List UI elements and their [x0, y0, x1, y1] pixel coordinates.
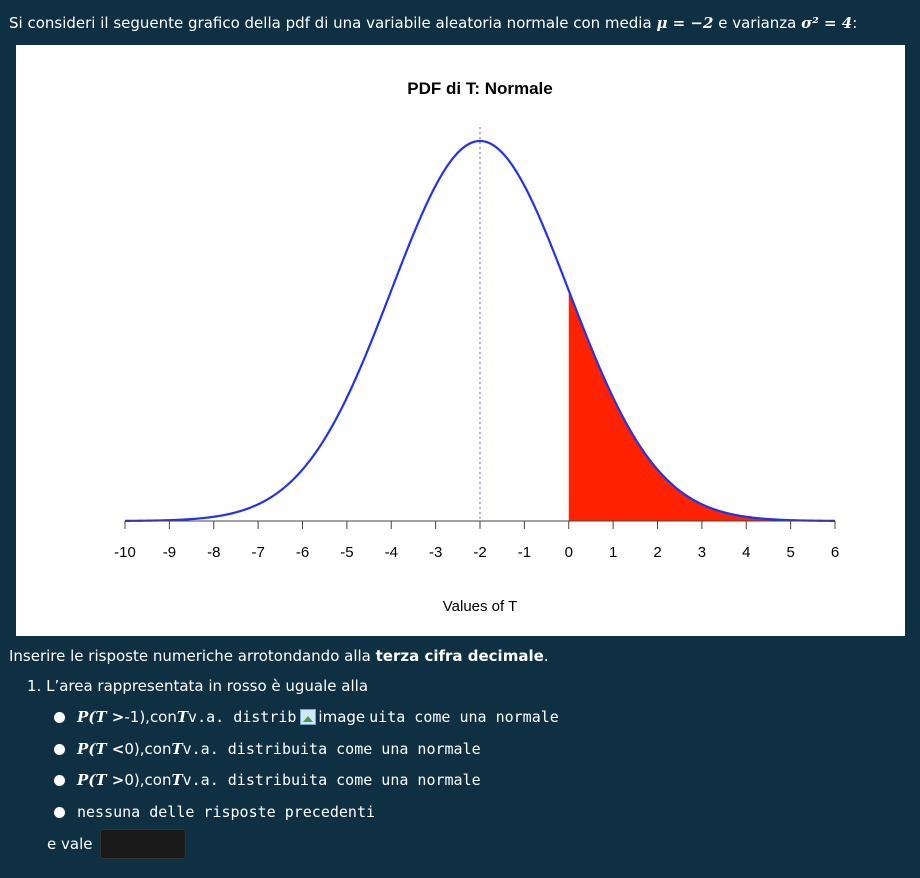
- option-text: ),: [133, 771, 145, 789]
- answer-row: e vale: [47, 829, 187, 859]
- radio-option-1[interactable]: [54, 711, 65, 723]
- option-prob: P(T >: [77, 708, 125, 726]
- option-text: v.a. distribuita come una normale: [182, 771, 481, 789]
- intro-part: e varianza: [713, 14, 802, 32]
- x-tick-label: 5: [786, 544, 794, 561]
- question-text: L’area rappresentata in rosso è uguale a…: [46, 677, 369, 695]
- x-tick-label: 3: [698, 544, 706, 561]
- instructions-emphasis: terza cifra decimale: [375, 647, 544, 665]
- option-text: v.a. distrib: [188, 708, 297, 726]
- broken-image-icon: [300, 709, 317, 725]
- x-tick-label: 1: [609, 544, 617, 561]
- option-var: T: [171, 771, 183, 789]
- intro-part: :: [852, 14, 858, 32]
- answer-label: e vale: [47, 835, 93, 853]
- option-text: uita come una normale: [369, 708, 559, 726]
- option-text: con: [144, 740, 172, 758]
- broken-image: image: [300, 708, 365, 726]
- option-value: 0: [124, 740, 134, 758]
- x-tick-label: -9: [163, 544, 176, 561]
- option-1[interactable]: P(T > -1), con T v.a. distrib image uita …: [54, 708, 559, 726]
- question-1: 1. L’area rappresentata in rosso è ugual…: [27, 677, 368, 695]
- option-value: 0: [124, 771, 134, 789]
- option-text: nessuna delle risposte precedenti: [77, 803, 376, 821]
- x-tick-label: -2: [473, 544, 486, 561]
- x-tick-label: 0: [565, 544, 573, 561]
- shaded-area: [568, 290, 835, 521]
- instructions-text: Inserire le risposte numeriche arrotonda…: [9, 647, 376, 665]
- pdf-chart-svg: PDF di T: Normale Values of T -10 -9 -8 -7-…: [114, 79, 839, 615]
- x-tick-label: -8: [207, 544, 220, 561]
- image-alt-text: image: [318, 708, 366, 726]
- option-4[interactable]: nessuna delle risposte precedenti: [54, 803, 375, 821]
- pdf-curve: [125, 139, 835, 522]
- x-tick-label: 4: [742, 544, 750, 561]
- radio-option-4[interactable]: [54, 806, 65, 818]
- answer-input[interactable]: [100, 829, 187, 859]
- x-tick-label: -6: [296, 544, 309, 561]
- mean-expression: μ = −2: [656, 14, 714, 32]
- radio-option-2[interactable]: [54, 743, 65, 755]
- x-tick-label: -1: [518, 544, 531, 561]
- x-tick-label: -3: [429, 544, 442, 561]
- option-text: ),: [133, 740, 145, 758]
- radio-option-3[interactable]: [54, 774, 65, 786]
- instructions: Inserire le risposte numeriche arrotonda…: [9, 647, 549, 665]
- option-text: con: [149, 708, 177, 726]
- option-prob: P(T >: [77, 771, 125, 789]
- x-tick-label: 6: [831, 544, 839, 561]
- x-tick-label: -4: [385, 544, 398, 561]
- x-tick-label: -7: [251, 544, 264, 561]
- option-prob: P(T <: [77, 740, 125, 758]
- instructions-end: .: [543, 647, 549, 665]
- option-text: v.a. distribuita come una normale: [182, 740, 481, 758]
- option-text: ),: [139, 708, 150, 726]
- pdf-chart: PDF di T: Normale Values of T -10 -9 -8 -7-…: [16, 45, 905, 636]
- intro-part: Si consideri il seguente grafico della p…: [9, 14, 657, 32]
- option-value: -1: [124, 708, 140, 726]
- option-3[interactable]: P(T >0), con T v.a. distribuita come una…: [54, 771, 481, 789]
- chart-x-axis-label: Values of T: [443, 598, 518, 615]
- variance-expression: σ² = 4: [801, 14, 853, 32]
- option-var: T: [176, 708, 189, 726]
- x-tick-label: -10: [114, 544, 136, 561]
- option-text: con: [144, 771, 172, 789]
- x-tick-label: 2: [653, 544, 661, 561]
- option-var: T: [171, 740, 183, 758]
- intro-text: Si consideri il seguente grafico della p…: [9, 14, 857, 32]
- chart-title: PDF di T: Normale: [407, 79, 552, 98]
- x-tick-label: -5: [340, 544, 353, 561]
- option-2[interactable]: P(T <0), con T v.a. distribuita come una…: [54, 740, 481, 758]
- question-number: 1.: [27, 677, 42, 695]
